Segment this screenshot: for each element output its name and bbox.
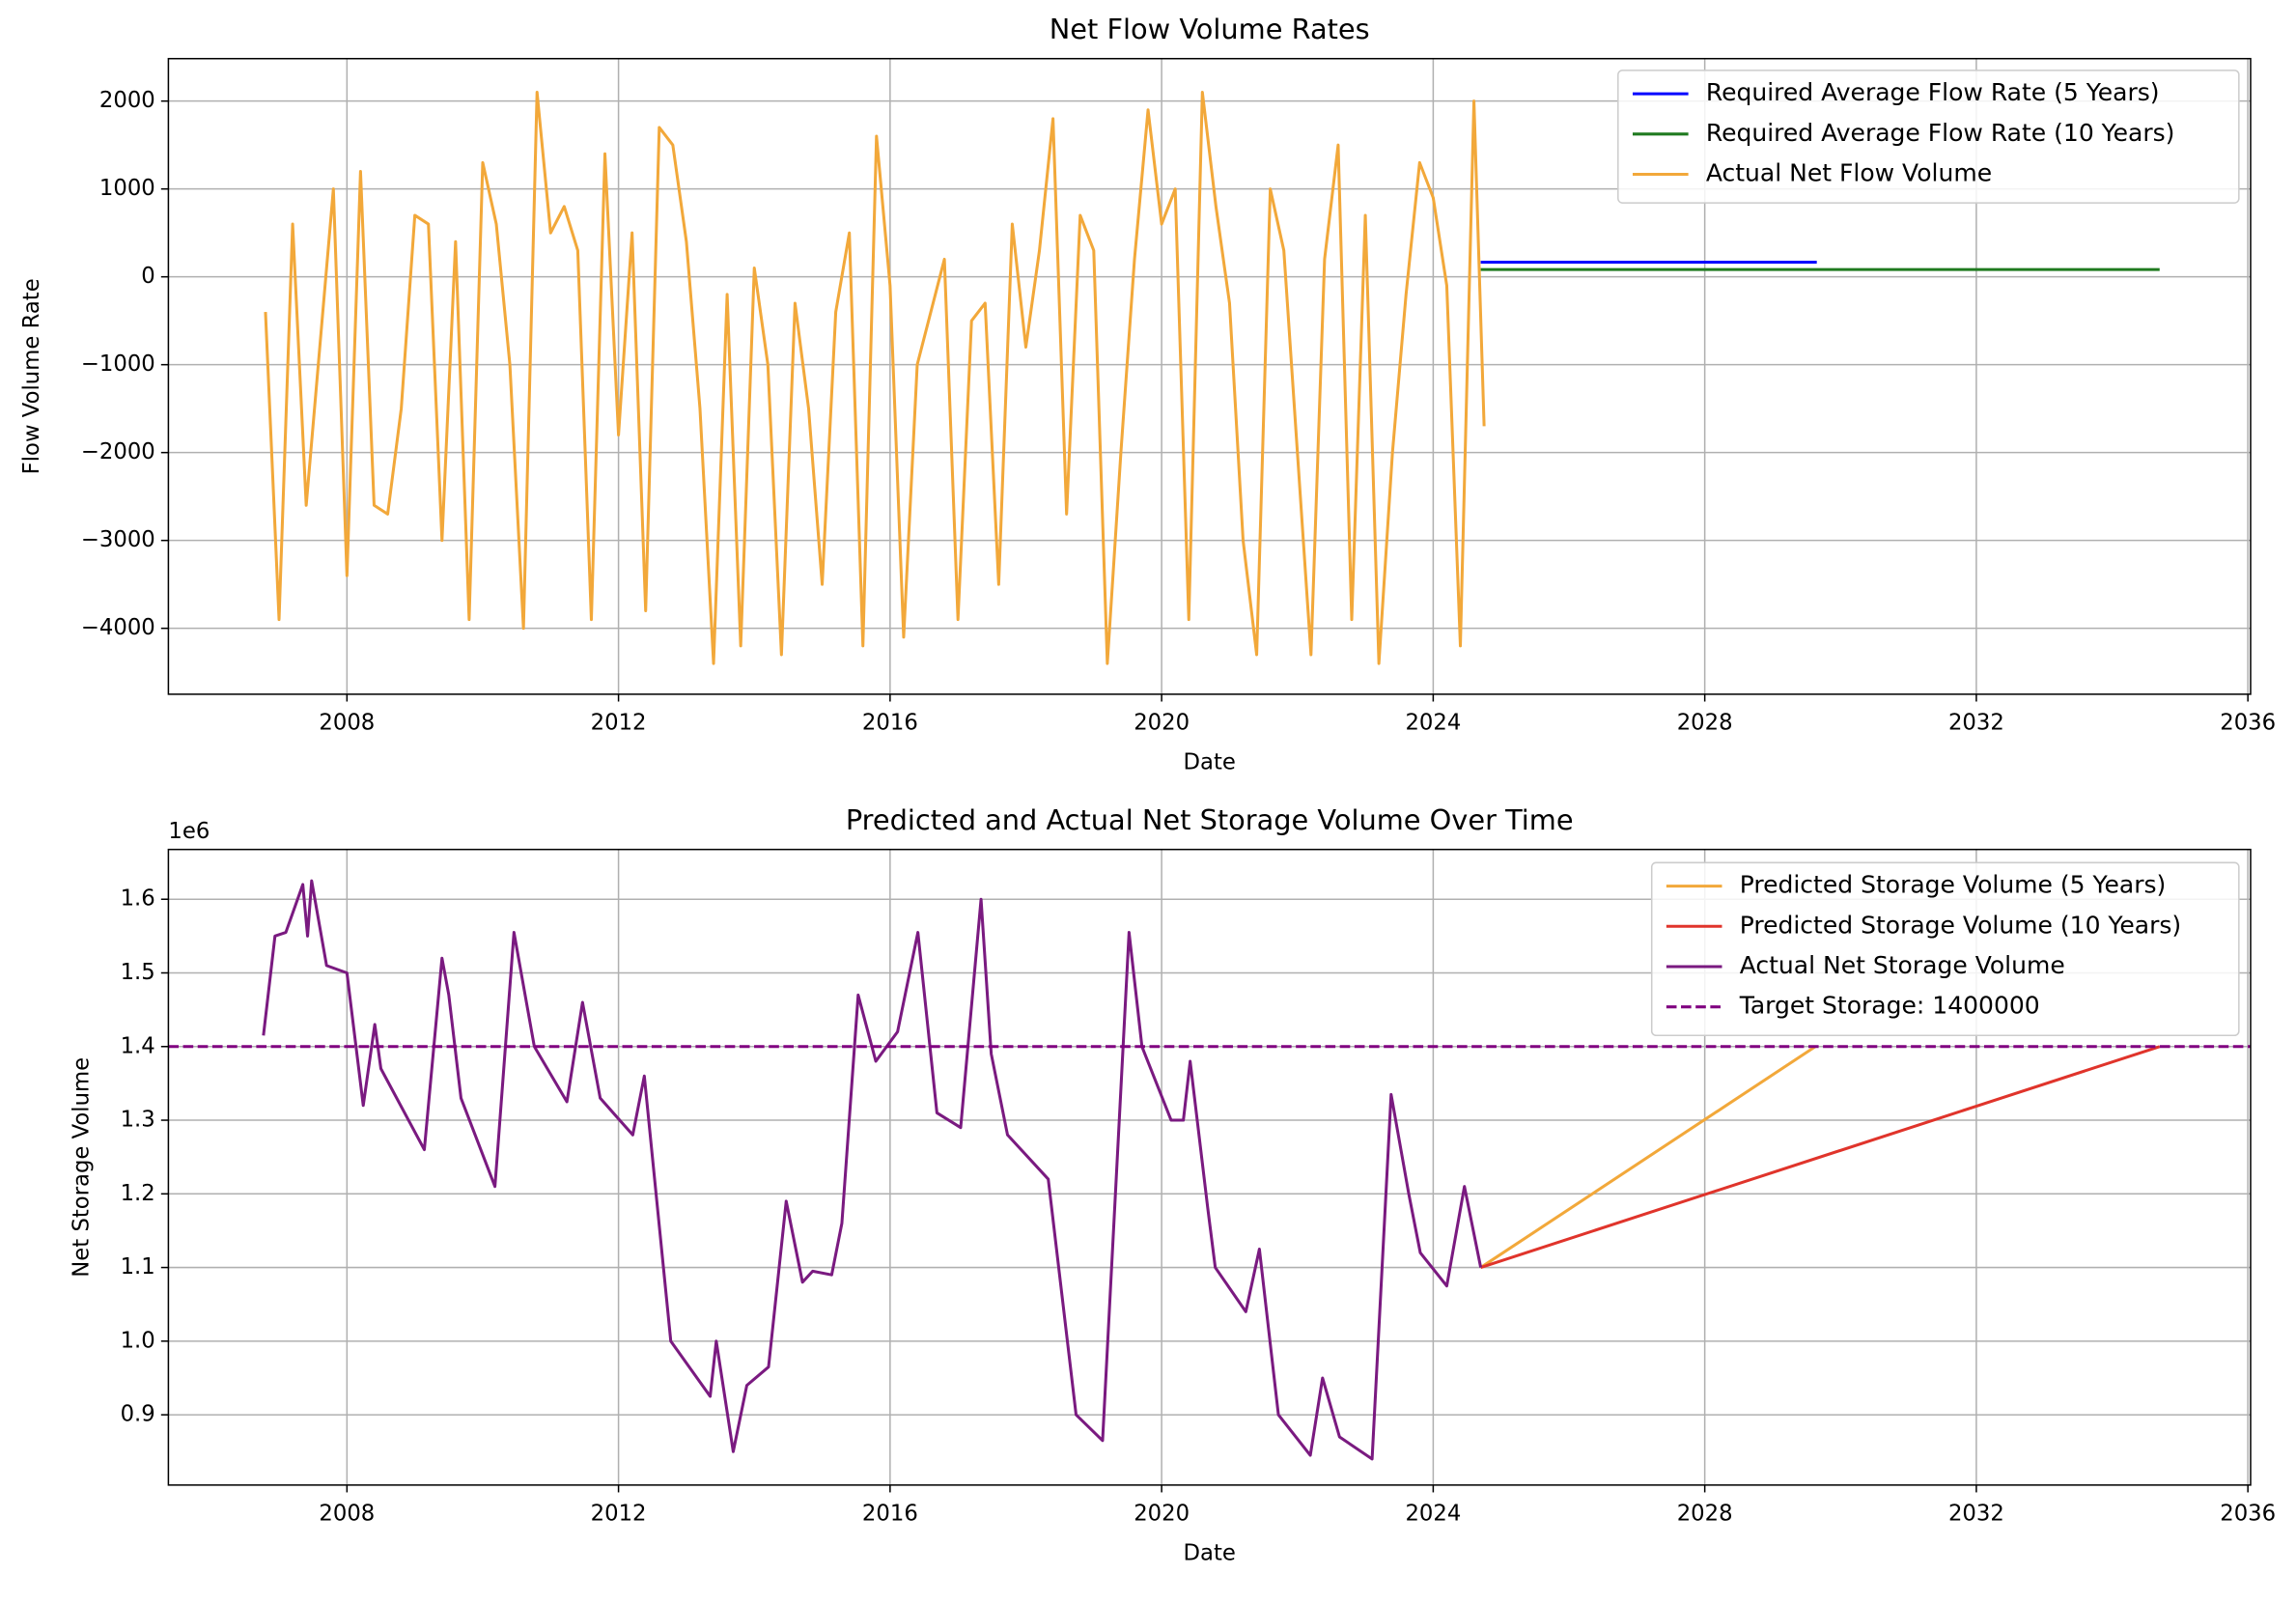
y-tick-label: 1.0	[121, 1328, 155, 1353]
y-tick-label: 1.3	[121, 1108, 155, 1133]
chart-title: Net Flow Volume Rates	[1050, 13, 1370, 45]
x-tick-label: 2016	[862, 1502, 918, 1527]
x-tick-label: 2008	[319, 711, 375, 736]
y-tick-label: 1.2	[121, 1181, 155, 1206]
legend-label: Predicted Storage Volume (10 Years)	[1740, 911, 2182, 939]
legend-label: Required Average Flow Rate (10 Years)	[1706, 119, 2175, 147]
y-tick-label: 1.5	[121, 960, 155, 985]
legend-label: Required Average Flow Rate (5 Years)	[1706, 78, 2160, 106]
x-tick-label: 2032	[1948, 711, 2004, 736]
data-line	[262, 879, 1483, 1461]
axes-frame	[167, 57, 2252, 695]
y-axis-label: Net Storage Volume	[69, 1057, 94, 1278]
data-line	[264, 91, 1486, 665]
y-tick-label: 1.6	[121, 886, 155, 912]
x-tick-label: 2028	[1677, 1502, 1733, 1527]
x-tick-label: 2036	[2220, 1502, 2276, 1527]
y-tick-label: −1000	[81, 352, 155, 377]
y-tick-label: 2000	[99, 88, 155, 113]
data-line	[1479, 1045, 1817, 1269]
y-axis-label: Flow Volume Rate	[19, 278, 44, 474]
x-tick-label: 2008	[319, 1502, 375, 1527]
axes-frame	[167, 848, 2252, 1486]
chart-title: Predicted and Actual Net Storage Volume …	[846, 803, 1574, 836]
x-tick-label: 2024	[1405, 711, 1461, 736]
x-axis-label: Date	[1184, 1541, 1236, 1566]
legend-label: Predicted Storage Volume (5 Years)	[1740, 871, 2167, 899]
y-tick-label: 0	[141, 264, 154, 289]
y-tick-label: −2000	[81, 439, 155, 464]
x-tick-label: 2036	[2220, 711, 2276, 736]
y-tick-label: 1.1	[121, 1254, 155, 1280]
y-tick-label: 0.9	[121, 1402, 155, 1427]
x-tick-label: 2012	[591, 1502, 647, 1527]
legend-box	[1650, 861, 2240, 1037]
legend-label: Actual Net Storage Volume	[1740, 951, 2065, 979]
x-tick-label: 2028	[1677, 711, 1733, 736]
y-tick-label: 1.4	[121, 1033, 155, 1058]
data-line	[1480, 1045, 2161, 1270]
y-tick-label: −3000	[81, 527, 155, 552]
x-axis-label: Date	[1184, 750, 1236, 775]
x-tick-label: 2024	[1405, 1502, 1461, 1527]
x-tick-label: 2020	[1134, 711, 1190, 736]
x-tick-label: 2012	[591, 711, 647, 736]
axis-offset-label: 1e6	[168, 819, 210, 844]
legend-label: Actual Net Flow Volume	[1706, 159, 1992, 187]
y-tick-label: −4000	[81, 615, 155, 640]
x-tick-label: 2032	[1948, 1502, 2004, 1527]
x-tick-label: 2020	[1134, 1502, 1190, 1527]
legend-label: Target Storage: 1400000	[1739, 992, 2040, 1020]
y-tick-label: 1000	[99, 176, 155, 201]
legend-box	[1617, 70, 2240, 204]
x-tick-label: 2016	[862, 711, 918, 736]
